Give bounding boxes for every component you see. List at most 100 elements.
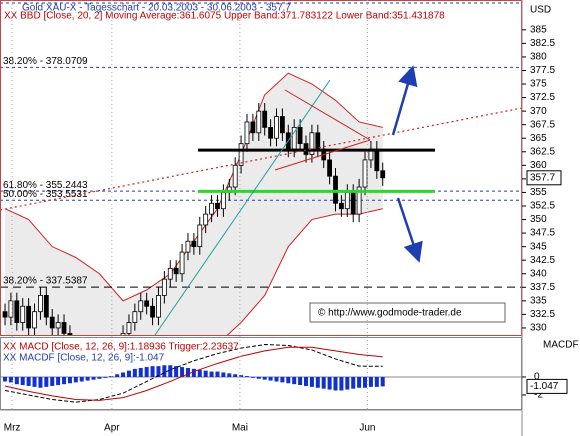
price-panel: 0.00% - 389.9351 38.20% - 378.0709 61.80% … (0, 0, 522, 335)
macd-bar (180, 367, 185, 377)
macd-bar (262, 376, 267, 380)
candle-body (203, 213, 209, 226)
macd-trigger (4, 346, 383, 401)
candle-body (55, 322, 61, 329)
candle-body (256, 110, 262, 134)
candle-body (67, 332, 73, 335)
macd-bar (126, 370, 131, 377)
currency: USD (530, 5, 551, 16)
x-tick-label: Apr (104, 423, 120, 434)
macd-panel (0, 344, 522, 403)
candle-body (209, 202, 214, 215)
candle-body (315, 132, 321, 150)
candle-body (380, 170, 386, 179)
candle-body (279, 116, 285, 134)
macd-bar (363, 376, 368, 388)
copyright: © http://www.godmode-trader.de (318, 308, 462, 319)
fib-label: 61.80% - 355.2443 (3, 180, 88, 191)
macd-bar (191, 368, 196, 377)
macd-bar (203, 370, 208, 377)
trend-line (154, 79, 331, 335)
candle-body (14, 300, 20, 323)
indicator-label: XX BBD [Close, 20, 2] Moving Average:361… (4, 11, 445, 22)
candle-body (138, 300, 144, 313)
macd-bar (156, 366, 161, 377)
macd-bar (351, 376, 356, 389)
macd-bar (38, 376, 43, 388)
y-tick-label: 342.5 (530, 255, 555, 266)
price-box (526, 170, 562, 186)
macd-bar (103, 376, 108, 378)
macd-bar (3, 376, 8, 382)
x-tick-label: Mrz (4, 423, 21, 434)
macd-bar (333, 376, 338, 391)
candle-body (250, 121, 256, 134)
candle-body (173, 267, 179, 275)
macd-bar (32, 376, 37, 387)
macd-bar (250, 376, 255, 378)
candle-body (244, 121, 250, 145)
candle-body (232, 164, 238, 188)
macd-bar (168, 365, 173, 377)
y-tick-label: 335 (530, 295, 547, 306)
fib-label: 38.20% - 378.0709 (3, 56, 88, 67)
y-tick-label: 350 (530, 214, 547, 225)
macd-bar (221, 372, 226, 377)
macd-bar (357, 376, 362, 388)
candle-body (43, 295, 49, 318)
candle-body (215, 202, 220, 210)
y-tick-label: 367.5 (530, 119, 555, 130)
drawings (0, 65, 522, 335)
y-tick-label: 330 (530, 323, 547, 334)
macd-bar (44, 376, 49, 387)
candle-body (32, 311, 37, 329)
fib-label: 0.00% - 389.9351 (3, 0, 82, 3)
macd-bar (109, 376, 114, 377)
macd-bar (150, 366, 155, 377)
candle-body (356, 186, 362, 215)
macd-bar (121, 372, 126, 377)
triangle-line (284, 89, 371, 141)
candle-body (327, 159, 333, 177)
arrow-down (396, 197, 423, 263)
candle-body (144, 300, 150, 307)
y-tick-label: 377.5 (530, 65, 555, 76)
macd-bar (26, 376, 31, 386)
y-tick-label: 355 (530, 187, 547, 198)
macd-bar (91, 376, 96, 380)
candle-body (339, 202, 344, 210)
candle-body (350, 192, 356, 215)
macd-bar (298, 376, 303, 386)
y-tick-label: 332.5 (530, 309, 555, 320)
macd-y-tick-label: -2 (534, 390, 543, 401)
macd-bar (174, 366, 179, 377)
candle-body (26, 305, 32, 329)
y-tick-label: 345 (530, 241, 547, 252)
candle-body (197, 224, 203, 248)
candle-body (120, 332, 126, 335)
macd-bar (339, 376, 344, 391)
macd-bar (280, 376, 285, 383)
macd-bar (50, 376, 55, 386)
candle-body (268, 126, 273, 139)
macd-bar (85, 376, 90, 381)
candle-body (38, 295, 43, 313)
macd-bar (374, 376, 379, 387)
macd-bar (132, 368, 137, 377)
candle-body (156, 295, 161, 318)
candle-body (191, 240, 197, 248)
macd-bar (309, 376, 314, 387)
macd-bar (315, 376, 320, 388)
macd-macd (4, 344, 383, 403)
macdf-box (526, 378, 568, 394)
macd-bar (20, 376, 25, 386)
candle-body (374, 148, 380, 172)
candle-body (220, 192, 226, 210)
y-tick-label: 365 (530, 133, 547, 144)
candle-body (132, 311, 138, 323)
macd-bar (185, 367, 190, 377)
macd-bar (215, 371, 220, 377)
macd-bar (97, 376, 102, 379)
y-tick-label: 370 (530, 106, 547, 117)
macd-bar (197, 369, 202, 377)
